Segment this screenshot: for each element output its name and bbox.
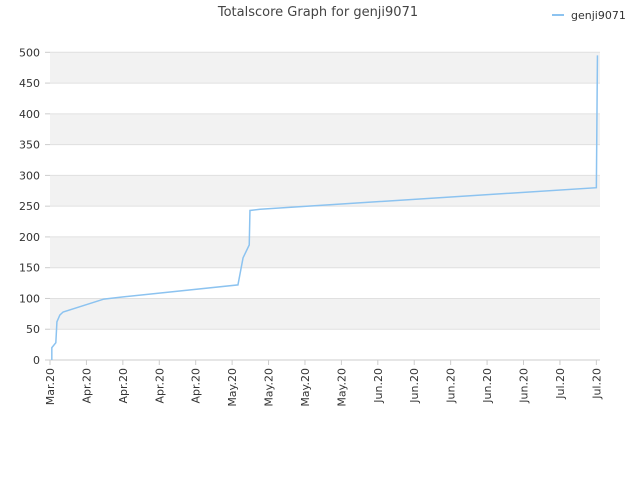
grid-band [50,113,600,145]
y-tick-label: 200 [19,231,40,244]
x-tick-label: May.20 [263,368,276,407]
x-tick-label: Jun.20 [445,368,458,404]
legend-label: genji9071 [571,9,626,22]
y-tick-label: 500 [19,46,40,59]
series-line [51,55,599,360]
x-tick-label: Jun.20 [481,368,494,404]
grid-band [50,236,600,268]
x-tick-label: Apr.20 [190,368,203,404]
x-tick-label: Apr.20 [117,368,130,404]
x-tick-label: May.20 [226,368,239,407]
x-tick-label: Apr.20 [153,368,166,404]
x-tick-label: Jun.20 [518,368,531,404]
x-tick-label: May.20 [299,368,312,407]
y-tick-label: 150 [19,262,40,275]
y-tick-label: 50 [26,323,40,336]
grid-band [50,175,600,207]
x-tick-label: Jul.20 [554,368,567,400]
x-tick-label: Mar.20 [44,368,57,405]
y-tick-label: 450 [19,77,40,90]
y-tick-label: 100 [19,292,40,305]
y-tick-label: 250 [19,200,40,213]
x-tick-label: Jun.20 [372,368,385,404]
x-tick-label: Jul.20 [590,368,603,400]
x-tick-label: May.20 [335,368,348,407]
x-tick-label: Apr.20 [80,368,93,404]
x-tick-label: Jun.20 [408,368,421,404]
y-tick-label: 350 [19,139,40,152]
y-tick-label: 300 [19,169,40,182]
chart-title: Totalscore Graph for genji9071 [217,5,418,20]
grid-band [50,298,600,330]
y-tick-label: 400 [19,108,40,121]
y-tick-label: 0 [33,354,40,367]
grid-band [50,52,600,84]
